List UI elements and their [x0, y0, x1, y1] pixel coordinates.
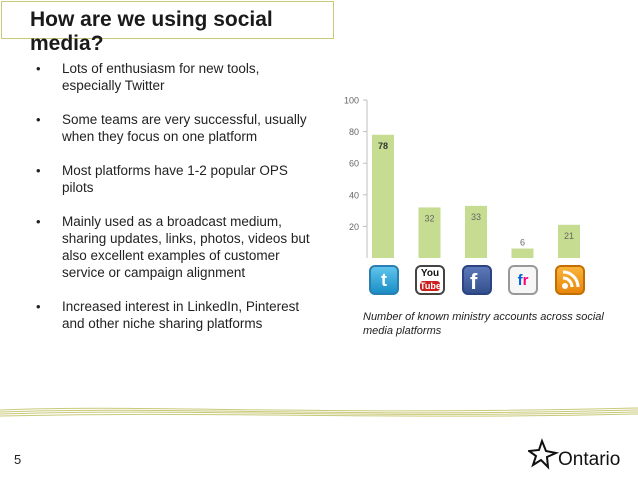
twitter-icon: t: [369, 265, 399, 295]
facebook-icon: f: [462, 265, 492, 295]
bullet-item: Some teams are very successful, usually …: [36, 111, 316, 145]
ontario-trillium-logo-icon: [528, 438, 560, 470]
youtube-icon: You Tube: [415, 265, 445, 295]
ontario-logo-text: Ontario: [558, 449, 621, 470]
bar-rss: [558, 224, 580, 258]
data-label-facebook: 33: [471, 212, 481, 222]
y-tick-label: 40: [349, 190, 359, 200]
y-tick-label: 60: [349, 159, 359, 169]
bar-flickr: [511, 248, 534, 258]
data-label-flickr: 6: [520, 238, 525, 248]
rss-icon: [555, 265, 585, 295]
bar-twitter: [372, 134, 394, 258]
bullet-item: Lots of enthusiasm for new tools, especi…: [36, 60, 316, 94]
flickr-icon: fr: [508, 265, 538, 295]
bar-youtube: [418, 207, 441, 258]
page-number: 5: [14, 452, 22, 467]
bar-chart: 20 40 60 80 100 78 32 33 6 21: [344, 96, 580, 258]
bar-facebook: [465, 205, 487, 258]
slide-title: How are we using social media?: [30, 8, 273, 55]
y-tick-label: 100: [344, 96, 359, 106]
footer-decoration: [0, 407, 638, 417]
chart-caption: Number of known ministry accounts across…: [363, 311, 604, 337]
y-tick-label: 20: [349, 222, 359, 232]
bullet-item: Most platforms have 1-2 popular OPS pilo…: [36, 162, 316, 196]
bullet-item: Increased interest in LinkedIn, Pinteres…: [36, 298, 316, 332]
title-box: How are we using social media?: [1, 1, 334, 55]
data-label-youtube: 32: [424, 213, 434, 223]
data-label-rss: 21: [564, 231, 574, 241]
data-label-twitter: 78: [378, 141, 388, 151]
bullet-list: Lots of enthusiasm for new tools, especi…: [36, 60, 316, 349]
bullet-item: Mainly used as a broadcast medium, shari…: [36, 213, 316, 281]
y-tick-label: 80: [349, 127, 359, 137]
